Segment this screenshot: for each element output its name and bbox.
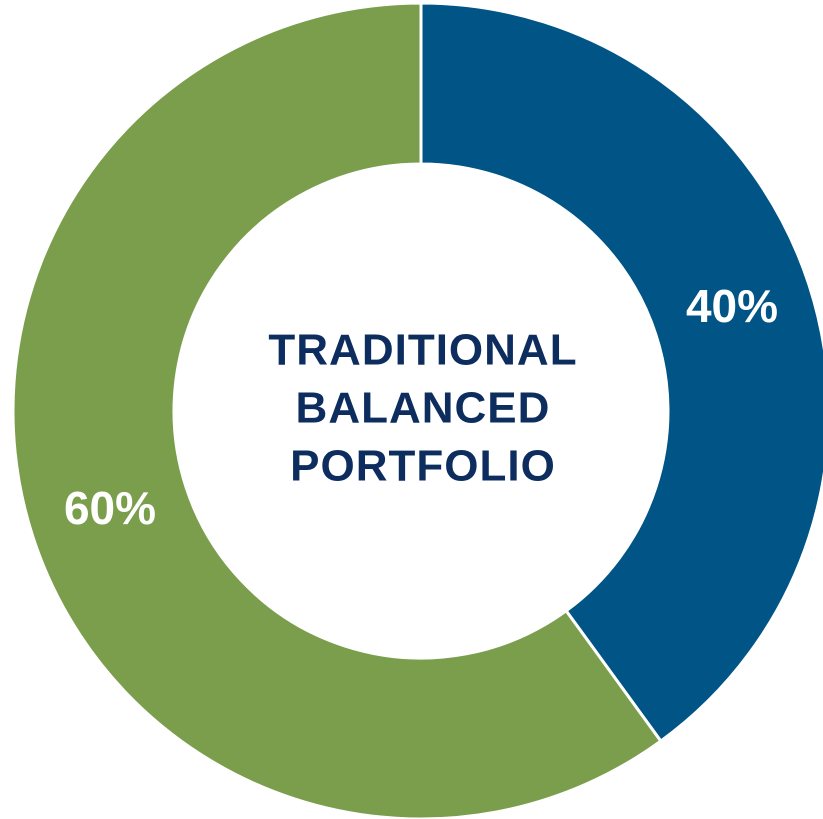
center-label: PORTFOLIO bbox=[290, 442, 556, 491]
center-label: TRADITIONAL bbox=[268, 326, 577, 375]
donut-slice bbox=[11, 1, 663, 819]
donut-slice bbox=[419, 1, 823, 744]
slice-label: 60% bbox=[64, 482, 156, 534]
slice-label: 40% bbox=[686, 280, 778, 332]
center-label: BALANCED bbox=[296, 384, 551, 433]
